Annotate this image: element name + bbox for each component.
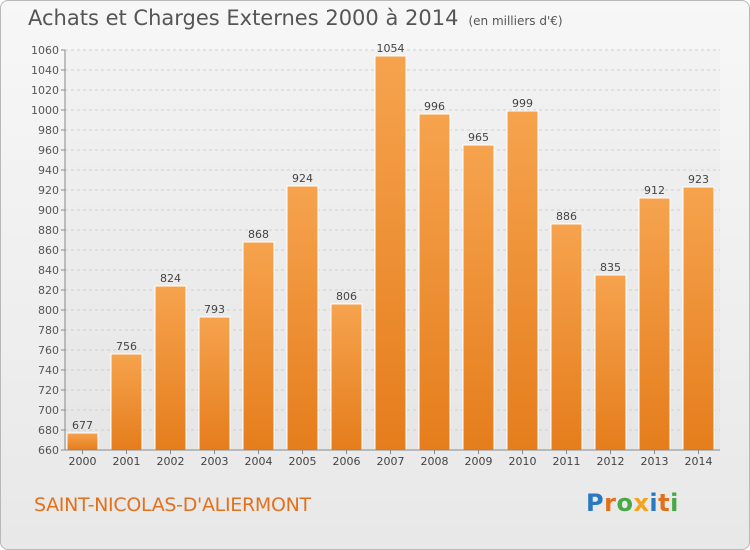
logo-letter: t xyxy=(658,489,671,517)
bar-value-label: 886 xyxy=(556,210,577,223)
x-tick-label: 2007 xyxy=(377,455,405,468)
bar-value-label: 835 xyxy=(600,261,621,274)
y-tick-label: 840 xyxy=(38,264,59,277)
x-tick-label: 2010 xyxy=(509,455,537,468)
y-tick-label: 960 xyxy=(38,144,59,157)
chart-unit-text: (en milliers d'€) xyxy=(468,14,563,28)
y-tick-label: 940 xyxy=(38,164,59,177)
bar xyxy=(110,353,143,451)
x-tick-label: 2011 xyxy=(553,455,581,468)
x-tick-label: 2008 xyxy=(421,455,449,468)
y-tick-label: 820 xyxy=(38,284,59,297)
bar xyxy=(286,185,319,451)
bar-value-label: 677 xyxy=(72,419,93,432)
bar-value-label: 806 xyxy=(336,290,357,303)
bar-value-label: 1054 xyxy=(377,42,405,55)
x-tick-label: 2004 xyxy=(245,455,273,468)
commune-name: SAINT-NICOLAS-D'ALIERMONT xyxy=(34,494,311,516)
bar xyxy=(330,303,363,451)
y-tick-label: 800 xyxy=(38,304,59,317)
y-tick-label: 680 xyxy=(38,424,59,437)
y-tick-label: 720 xyxy=(38,384,59,397)
y-tick-label: 860 xyxy=(38,244,59,257)
x-tick-label: 2014 xyxy=(685,455,713,468)
x-tick-label: 2009 xyxy=(465,455,493,468)
bar xyxy=(506,110,539,451)
bar xyxy=(154,285,187,451)
x-tick-label: 2000 xyxy=(69,455,97,468)
y-tick-label: 880 xyxy=(38,224,59,237)
y-tick-label: 900 xyxy=(38,204,59,217)
bar-value-label: 824 xyxy=(160,272,181,285)
y-tick-label: 740 xyxy=(38,364,59,377)
bar xyxy=(550,223,583,451)
bar xyxy=(418,113,451,451)
y-tick-label: 700 xyxy=(38,404,59,417)
bar-value-label: 924 xyxy=(292,172,313,185)
bar-value-label: 996 xyxy=(424,100,445,113)
bar xyxy=(682,186,715,451)
x-tick-label: 2003 xyxy=(201,455,229,468)
bar xyxy=(198,316,231,451)
y-tick-label: 1000 xyxy=(31,104,59,117)
x-tick-label: 2001 xyxy=(113,455,141,468)
bar-value-label: 868 xyxy=(248,228,269,241)
chart-title: Achats et Charges Externes 2000 à 2014 (e… xyxy=(28,6,563,30)
bar xyxy=(462,144,495,451)
y-tick-label: 1060 xyxy=(31,44,59,57)
logo-letter: P xyxy=(586,489,605,517)
x-tick-label: 2006 xyxy=(333,455,361,468)
bar-value-label: 965 xyxy=(468,131,489,144)
bar xyxy=(638,197,671,451)
y-tick-label: 660 xyxy=(38,444,59,457)
x-tick-label: 2012 xyxy=(597,455,625,468)
x-tick-label: 2013 xyxy=(641,455,669,468)
bar-value-label: 923 xyxy=(688,173,709,186)
y-tick-label: 780 xyxy=(38,324,59,337)
bar-value-label: 912 xyxy=(644,184,665,197)
x-tick-label: 2002 xyxy=(157,455,185,468)
bar-value-label: 999 xyxy=(512,97,533,110)
y-tick-label: 1040 xyxy=(31,64,59,77)
logo-letter: r xyxy=(604,489,617,517)
y-tick-label: 920 xyxy=(38,184,59,197)
bar-value-label: 793 xyxy=(204,303,225,316)
logo-letter: o xyxy=(616,489,634,517)
bar xyxy=(594,274,627,451)
bar xyxy=(66,432,99,451)
bar xyxy=(242,241,275,451)
logo-letter: i xyxy=(670,489,679,517)
proxiti-logo[interactable]: Proxiti xyxy=(586,489,679,517)
bar xyxy=(374,55,407,451)
bar-value-label: 756 xyxy=(116,340,137,353)
y-tick-label: 760 xyxy=(38,344,59,357)
chart-title-text: Achats et Charges Externes 2000 à 2014 xyxy=(28,6,459,30)
logo-letter: x xyxy=(633,489,650,517)
y-tick-label: 1020 xyxy=(31,84,59,97)
x-tick-label: 2005 xyxy=(289,455,317,468)
y-tick-label: 980 xyxy=(38,124,59,137)
logo-letter: i xyxy=(649,489,659,517)
